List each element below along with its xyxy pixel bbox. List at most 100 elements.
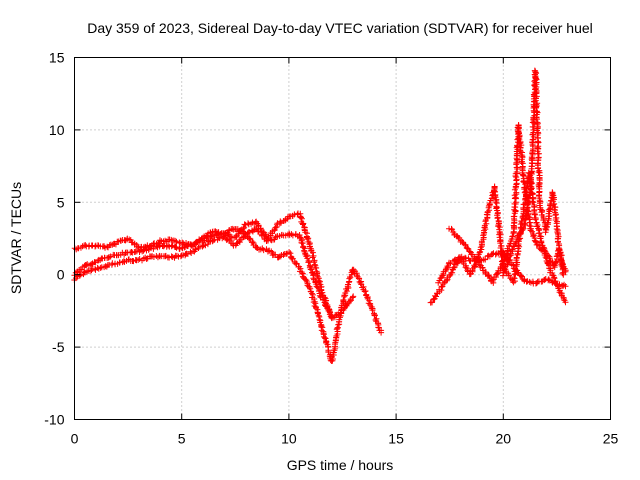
data-point (497, 244, 504, 251)
y-tick-label: -5 (52, 339, 65, 355)
axis-ticks: 0 5 10 15 20 25 -10 -5 0 5 10 15 (44, 50, 618, 447)
y-tick-label: 10 (49, 122, 65, 138)
data-point (517, 272, 524, 279)
plot-frame (74, 57, 611, 420)
data-point (362, 288, 369, 295)
data-point (305, 259, 312, 266)
data-point (544, 219, 551, 226)
data-point (509, 233, 516, 240)
chart-title: Day 359 of 2023, Sidereal Day-to-day VTE… (87, 20, 593, 36)
data-point (559, 270, 566, 277)
data-point (518, 158, 525, 165)
data-point (249, 239, 256, 246)
data-point (505, 257, 512, 264)
data-point (172, 243, 179, 250)
data-point (520, 172, 527, 179)
data-point (533, 104, 540, 111)
data-point (173, 238, 180, 245)
data-point (372, 317, 379, 324)
x-tick-label: 20 (496, 431, 512, 447)
data-point (168, 253, 175, 260)
series-track-g (499, 67, 567, 279)
data-point (245, 220, 252, 227)
x-tick-label: 10 (281, 431, 297, 447)
data-point (272, 224, 279, 231)
data-point (513, 189, 520, 196)
data-point (289, 255, 296, 262)
series-track-e (435, 169, 569, 306)
data-point (522, 221, 529, 228)
data-point (371, 312, 378, 319)
data-point (554, 282, 561, 289)
y-tick-label: 15 (49, 50, 65, 66)
data-point (143, 255, 150, 262)
data-point (283, 251, 290, 258)
data-point (208, 233, 215, 240)
data-point (314, 284, 321, 291)
data-point (273, 233, 280, 240)
data-point (480, 232, 487, 239)
data-point (324, 305, 331, 312)
data-point (464, 267, 471, 274)
data-point (173, 244, 180, 251)
data-point (501, 266, 508, 273)
data-point (307, 285, 314, 292)
data-point (552, 259, 559, 266)
series-track-c (71, 230, 385, 365)
data-point (316, 292, 323, 299)
data-point (162, 237, 169, 244)
data-point (495, 223, 502, 230)
data-point (535, 168, 542, 175)
data-point (446, 273, 453, 280)
data-point (312, 300, 319, 307)
data-point (336, 314, 343, 321)
data-point (236, 238, 243, 245)
data-point (195, 244, 202, 251)
data-point (81, 269, 88, 276)
data-point (492, 251, 499, 258)
x-tick-label: 0 (71, 431, 79, 447)
data-point (299, 240, 306, 247)
data-point (304, 236, 311, 243)
data-point (378, 329, 385, 336)
data-point (449, 269, 456, 276)
data-point (555, 246, 562, 253)
data-point (310, 275, 317, 282)
data-point (517, 148, 524, 155)
data-point (273, 221, 280, 228)
data-point (97, 264, 104, 271)
y-tick-label: 0 (57, 267, 65, 283)
grid (74, 57, 611, 420)
data-point (506, 253, 513, 260)
data-point (510, 275, 517, 282)
data-point (494, 215, 501, 222)
data-point (450, 264, 457, 271)
data-point (486, 200, 493, 207)
data-point (371, 312, 378, 319)
data-point (492, 198, 499, 205)
data-point (246, 235, 253, 242)
data-point (524, 199, 531, 206)
x-tick-label: 15 (388, 431, 404, 447)
data-point (554, 229, 561, 236)
data-point (551, 275, 558, 282)
data-point (286, 249, 293, 256)
data-point (340, 296, 347, 303)
data-point (366, 297, 373, 304)
x-tick-label: 5 (178, 431, 186, 447)
data-point (350, 293, 357, 300)
data-point (522, 216, 529, 223)
data-point (315, 312, 322, 319)
data-point (298, 239, 305, 246)
data-point (357, 279, 364, 286)
data-point (325, 307, 332, 314)
data-point (260, 247, 267, 254)
data-point (311, 261, 318, 268)
data-point (217, 231, 224, 238)
data-point (545, 276, 552, 283)
data-point (313, 305, 320, 312)
data-point (257, 229, 264, 236)
x-tick-label: 25 (603, 431, 619, 447)
data-point (492, 192, 499, 199)
data-point (456, 254, 463, 261)
